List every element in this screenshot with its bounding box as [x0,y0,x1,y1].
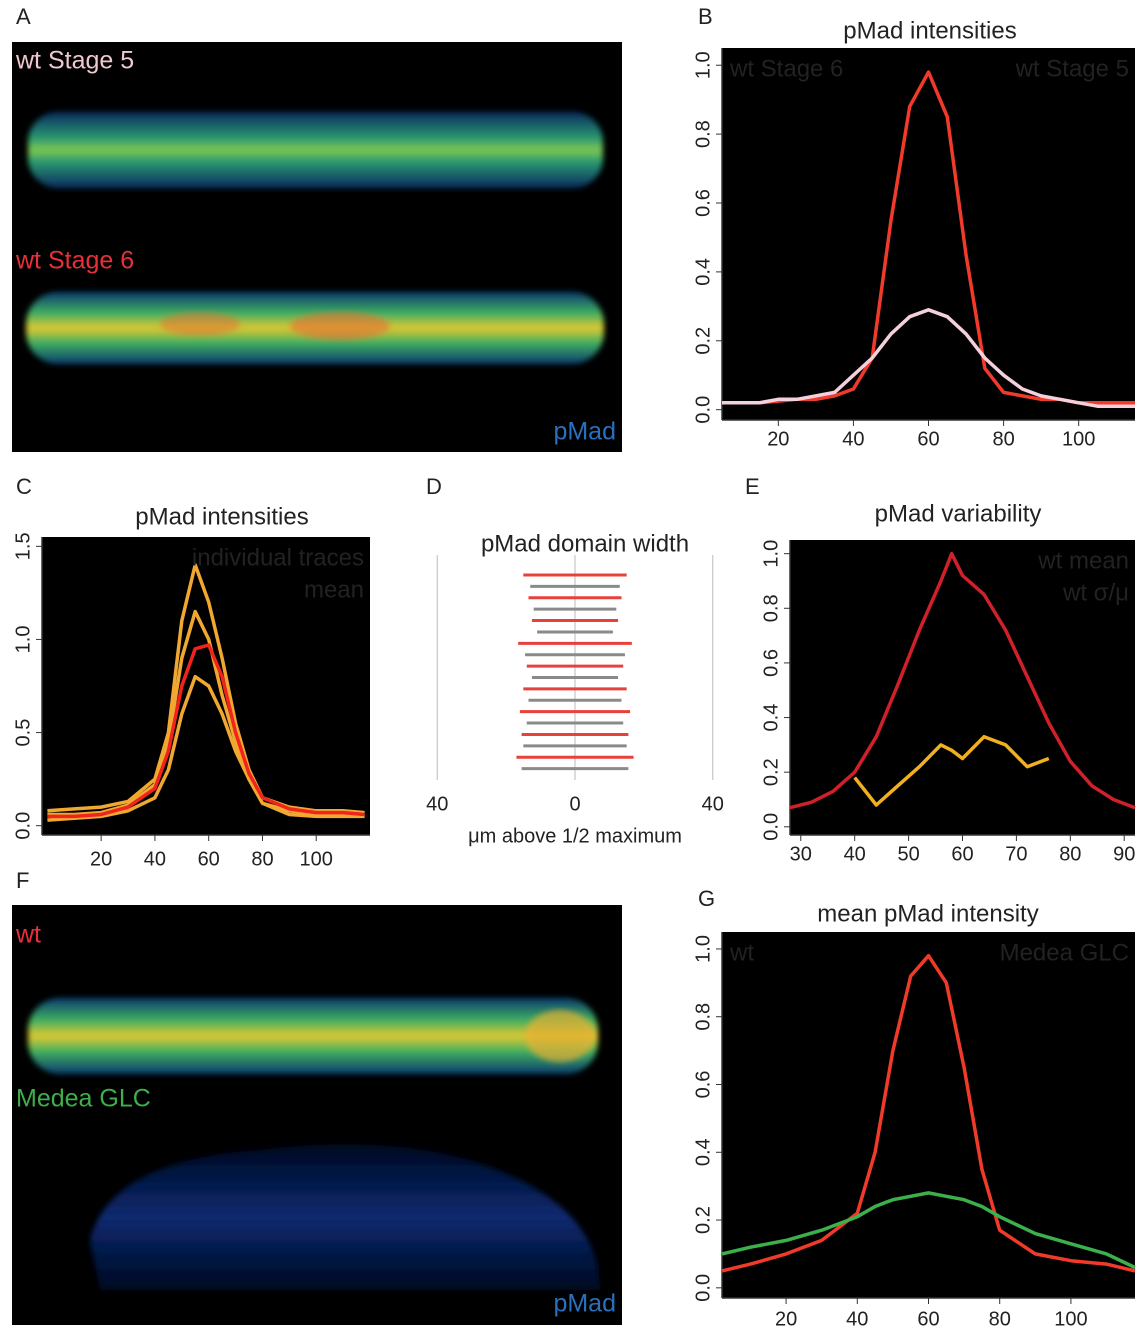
x-tick-label: 20 [775,1308,797,1330]
x-tick-label: 40 [702,793,724,815]
x-tick-label: 60 [951,843,973,865]
chart-title: mean pMad intensity [817,900,1038,927]
line [789,551,1136,810]
x-tick-label: 80 [989,1308,1011,1330]
y-tick-label: 0.8 [760,594,782,622]
hotspot [160,312,240,336]
y-tick-label: 0.2 [760,758,782,786]
y-tick-label: 0.0 [692,1274,714,1302]
x-tick-label: 80 [1059,843,1081,865]
chart-title: pMad intensities [843,17,1016,44]
legend-entry: Medea GLC [1000,939,1129,966]
image-label: wt Stage 6 [15,247,134,275]
x-tick-label: 90 [1113,843,1135,865]
y-tick-label: 0.2 [692,327,714,355]
line [47,609,365,817]
legend-entry: mean [304,576,364,603]
line [721,1191,1136,1270]
image-label: Medea GLC [16,1085,151,1113]
x-tick-label: 60 [917,428,939,450]
x-tick-label: 60 [198,848,220,870]
chart-title: pMad domain width [481,530,689,557]
line [853,734,1050,807]
y-tick-label: 1.5 [12,532,34,560]
legend-entry: wt mean [1037,547,1129,574]
panel-letter: A [16,4,31,29]
x-tick-label: 40 [842,428,864,450]
panel-letter: B [698,4,713,29]
embryo [28,112,603,188]
chart-title: pMad intensities [135,503,308,530]
x-tick-label: 40 [844,843,866,865]
x-tick-label: 50 [897,843,919,865]
legend-entry: individual traces [192,544,364,571]
line [47,643,365,819]
line [721,953,1136,1273]
y-tick-label: 0.4 [692,1138,714,1166]
y-tick-label: 0.8 [692,120,714,148]
plot-area [722,932,1135,1298]
panel-letter: G [698,886,715,911]
y-tick-label: 0.4 [692,258,714,286]
legend-entry: wt σ/μ [1062,579,1129,606]
y-tick-label: 0.6 [692,1071,714,1099]
x-tick-label: 40 [144,848,166,870]
x-tick-label: 80 [251,848,273,870]
panel-letter: D [426,474,442,499]
panel-letter: E [745,474,760,499]
image-label: wt [15,921,41,949]
legend-entry: wt [729,939,754,966]
y-tick-label: 0.2 [692,1206,714,1234]
y-tick-label: 1.0 [760,540,782,568]
plot-area [790,540,1135,835]
x-tick-label: 60 [917,1308,939,1330]
hotspot [290,312,390,340]
image-label: wt Stage 5 [15,47,134,75]
legend-entry: wt Stage 5 [1015,55,1129,82]
line [722,308,1135,408]
hotspot [525,1010,595,1062]
y-tick-label: 1.0 [692,51,714,79]
panel-letter: F [16,868,29,893]
line [47,674,365,822]
y-tick-label: 1.0 [692,935,714,963]
y-tick-label: 0.0 [760,813,782,841]
x-tick-label: 0 [569,793,580,815]
x-tick-label: 100 [1054,1308,1087,1330]
legend-entry: wt Stage 6 [729,55,843,82]
x-tick-label: 20 [767,428,789,450]
x-tick-label: 100 [300,848,333,870]
line [47,563,365,815]
stain-label: pMad [553,1290,616,1318]
y-tick-label: 0.6 [692,189,714,217]
x-tick-label: 30 [790,843,812,865]
chart-title: pMad variability [875,500,1042,527]
x-tick-label: 40 [426,793,448,815]
y-tick-label: 0.0 [692,396,714,424]
x-tick-label: 70 [1005,843,1027,865]
x-tick-label: 40 [846,1308,868,1330]
y-tick-label: 1.0 [12,626,34,654]
embryo [28,998,598,1074]
x-tick-label: 20 [90,848,112,870]
embryo [90,1144,600,1290]
y-tick-label: 0.6 [760,649,782,677]
y-tick-label: 0.5 [12,719,34,747]
plot-area [722,48,1135,420]
x-tick-label: 100 [1062,428,1095,450]
x-axis-label: μm above 1/2 maximum [468,825,682,847]
image-panel [12,42,622,452]
panel-letter: C [16,474,32,499]
y-tick-label: 0.0 [12,812,34,840]
y-tick-label: 0.4 [760,704,782,732]
stain-label: pMad [553,418,616,446]
x-tick-label: 80 [992,428,1014,450]
y-tick-label: 0.8 [692,1003,714,1031]
